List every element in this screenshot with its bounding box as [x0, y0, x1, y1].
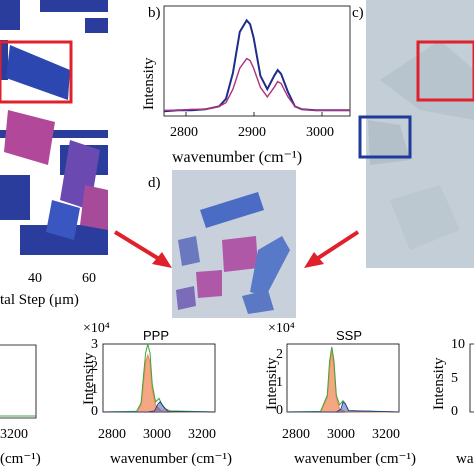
panel-f-ytick-0: 0	[91, 404, 98, 419]
panel-d-letter: d)	[148, 175, 161, 191]
panel-g-exponent: ×10⁴	[268, 321, 295, 336]
panel-a-crystal-magenta-2	[80, 185, 108, 230]
panel-e-axes	[0, 344, 37, 419]
panel-f-ytick-1: 1	[91, 382, 98, 397]
g-series-2-line	[287, 401, 400, 413]
arrow-right-shaft	[310, 230, 360, 264]
panel-c-blue-box	[358, 115, 412, 159]
panel-f-exponent: ×10⁴	[83, 321, 110, 336]
panel-e-xlabel: (cm⁻¹)	[0, 451, 41, 467]
panel-f-ytick-3: 3	[91, 337, 98, 352]
panel-g-xlabel: wavenumber (cm⁻¹)	[294, 451, 416, 467]
panel-h-ytick-10: 10	[451, 337, 465, 352]
panel-b-xtick-label-2800: 2800	[170, 125, 198, 140]
panel-d-crystal-blue-1	[200, 192, 264, 228]
panel-d-crystal-blue-4	[242, 290, 274, 314]
panel-f-xtick-2800: 2800	[98, 427, 126, 442]
f-series-2-area	[103, 401, 215, 412]
panel-b-axes	[163, 5, 351, 117]
panel-h-ytick-0: 0	[451, 404, 458, 419]
panel-a-xtick-40: 40	[28, 271, 42, 286]
panel-g-xtick-2800: 2800	[282, 427, 310, 442]
f-series-2-line	[103, 401, 216, 413]
panel-h-xlabel: wa	[456, 451, 474, 467]
panel-b-xlabel: wavenumber (cm⁻¹)	[172, 149, 303, 166]
panel-c-letter: c)	[352, 5, 364, 21]
panel-d-crystal-blue-3	[178, 236, 200, 266]
panel-c-red-box	[416, 40, 474, 102]
panel-b-xtick-label-2900: 2900	[238, 125, 266, 140]
panel-d-crystal-purple	[176, 286, 196, 310]
panel-g-xtick-3000: 3000	[327, 427, 355, 442]
panel-f-xlabel: wavenumber (cm⁻¹)	[110, 451, 232, 467]
panel-a-crystal-blue-2	[46, 200, 80, 240]
panel-h-axes	[469, 343, 474, 413]
panel-e-xtick-3200: 3200	[0, 427, 28, 442]
panel-f-title: PPP	[143, 328, 170, 343]
arrow-left-head	[152, 252, 172, 268]
panel-a-xtick-60: 60	[82, 271, 96, 286]
arrow-right-head	[304, 252, 324, 268]
g-series-2-area	[287, 402, 399, 412]
b-series-1-line	[164, 57, 350, 112]
panel-f-xtick-3000: 3000	[143, 427, 171, 442]
panel-g-ytick-0: 0	[276, 403, 283, 418]
panel-f-ytick-2: 2	[91, 359, 98, 374]
panel-d-crystal-blue-2	[250, 236, 290, 296]
panel-d-crystal-magenta-1	[222, 236, 258, 272]
panel-g-ytick-2: 2	[276, 347, 283, 362]
panel-h-ytick-5: 5	[451, 371, 458, 386]
panel-a-crystal-magenta	[4, 110, 55, 165]
panel-c-crystal-3	[390, 185, 460, 250]
panel-f-xtick-3200: 3200	[188, 427, 216, 442]
panel-b-letter: b)	[148, 5, 161, 21]
panel-b-xtick-label-3000: 3000	[306, 125, 334, 140]
panel-d-crystal-magenta-2	[196, 270, 222, 298]
panel-g-title: SSP	[336, 328, 363, 343]
panel-g-xtick-3200: 3200	[372, 427, 400, 442]
arrow-left-shaft	[113, 230, 166, 264]
panel-a-red-box	[0, 40, 73, 104]
panel-c-crystal-2	[368, 120, 410, 165]
panel-g-ytick-1: 1	[276, 375, 283, 390]
panel-a-crystal-blue	[6, 45, 70, 100]
panel-a-xlabel: tal Step (μm)	[0, 292, 79, 308]
